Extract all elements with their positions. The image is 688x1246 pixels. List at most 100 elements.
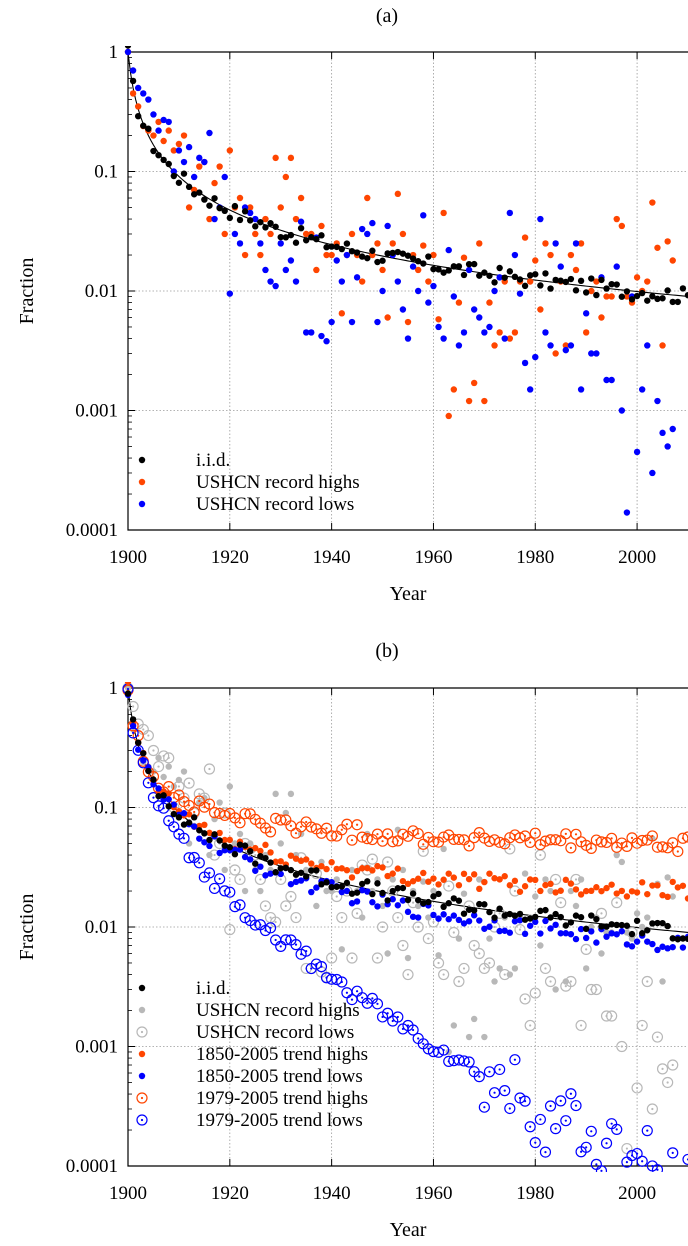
series-ushcn-record-highs-point-1944	[348, 866, 356, 874]
series-1979-2005-trend-highs-point-center-1995	[610, 837, 613, 840]
series-i-i-d-point-1927	[262, 224, 269, 231]
series-ushcn-record-lows-point-center-1925	[254, 853, 257, 857]
series-ushcn-record-lows-point-2005	[659, 429, 666, 437]
series-1979-2005-trend-highs-point-center-1958	[422, 843, 425, 846]
series-1850-2005-trend-lows-point-1906	[155, 785, 162, 792]
series-ushcn-record-lows-point-center-1975	[508, 847, 511, 851]
series-i-i-d-point-1929	[272, 869, 279, 876]
series-1850-2005-trend-highs-point-1960	[430, 875, 437, 882]
series-1850-2005-trend-lows-point-2005	[659, 943, 666, 950]
series-1850-2005-trend-highs-point-1920	[226, 836, 234, 844]
series-ushcn-record-lows-point-1903	[140, 90, 147, 97]
series-i-i-d-point-1970	[481, 269, 488, 276]
series-1979-2005-trend-lows-point-1987	[565, 1088, 577, 1100]
series-i-i-d-point-1901	[129, 716, 137, 723]
series-ushcn-record-lows-point-center-2002	[646, 980, 649, 983]
series-ushcn-record-highs-point-1998	[623, 293, 631, 300]
series-i-i-d-point-1960	[430, 265, 437, 273]
series-1850-2005-trend-lows-point-1961	[435, 915, 442, 922]
series-ushcn-record-lows-point-center-1956	[411, 901, 415, 904]
series-ushcn-record-highs-point-1990	[582, 965, 590, 972]
series-i-i-d-point-1916	[206, 202, 213, 209]
series-i-i-d-point-1937	[313, 235, 320, 243]
series-1979-2005-trend-lows-point-center-1982	[544, 1150, 547, 1154]
series-i-i-d-point-1990	[582, 289, 590, 296]
legend-i-i-d-marker-point	[138, 456, 146, 464]
series-1979-2005-trend-highs-point-1967	[463, 840, 475, 852]
series-ushcn-record-lows-point-center-1969	[478, 952, 481, 955]
series-ushcn-record-lows-point-1997	[616, 1040, 628, 1053]
series-ushcn-record-highs-point-1969	[476, 876, 483, 883]
series-1850-2005-trend-lows-point-1927	[262, 872, 269, 879]
series-1979-2005-trend-highs-point-1957	[412, 827, 424, 840]
series-ushcn-record-highs-point-1980	[532, 893, 539, 900]
series-ushcn-record-lows-point-2001	[638, 386, 646, 393]
series-i-i-d-point-1997	[618, 293, 626, 300]
series-ushcn-record-lows-point-center-1905	[152, 749, 155, 752]
series-ushcn-record-lows-point-1912	[185, 143, 193, 151]
y-tick-label-1: 1	[109, 678, 119, 699]
series-1979-2005-trend-lows-point-center-1970	[483, 1106, 486, 1109]
series-ushcn-record-lows-point-1969	[473, 947, 485, 960]
series-i-i-d-point-1940	[328, 243, 335, 250]
series-ushcn-record-highs-point-1926	[257, 251, 264, 259]
series-i-i-d-point-1932	[287, 231, 295, 239]
series-1850-2005-trend-lows-point-1983	[547, 925, 554, 932]
legend-ushcn-record-highs-label: USHCN record highs	[196, 1000, 360, 1021]
series-ushcn-record-lows-point-center-1981	[539, 853, 542, 857]
series-ushcn-record-lows-point-1945	[353, 274, 361, 281]
series-1979-2005-trend-highs-point-center-1908	[167, 785, 170, 788]
series-1979-2005-trend-lows-point-1953	[392, 1011, 404, 1023]
series-1979-2005-trend-lows-point-center-1973	[498, 1068, 501, 1071]
series-1979-2005-trend-highs-point-center-1945	[355, 823, 359, 826]
series-1850-2005-trend-lows-point-1940	[328, 879, 335, 886]
series-i-i-d-point-1915	[201, 830, 208, 837]
series-1979-2005-trend-lows-point-center-1971	[488, 1070, 491, 1073]
series-ushcn-record-lows-point-center-1984	[554, 878, 557, 881]
x-tick-label-1960: 1960	[414, 1183, 452, 1204]
series-ushcn-record-highs-point-1969	[476, 240, 483, 247]
series-ushcn-record-lows-point-1959	[425, 299, 432, 306]
series-ushcn-record-lows-point-center-1950	[381, 925, 384, 929]
series-ushcn-record-lows-point-1934	[297, 218, 305, 225]
series-ushcn-record-lows-point-1949	[371, 952, 384, 964]
series-i-i-d-point-1980	[532, 271, 539, 278]
series-i-i-d-point-1969	[476, 900, 483, 908]
series-i-i-d-point-1936	[308, 867, 315, 874]
series-i-i-d-point-1911	[180, 821, 188, 828]
series-1850-2005-trend-lows-point-1994	[603, 933, 610, 940]
series-ushcn-record-highs-point-1997	[618, 222, 626, 230]
series-ushcn-record-lows-point-2004	[654, 397, 661, 405]
series-1979-2005-trend-lows-point-center-1943	[345, 991, 349, 994]
series-1979-2005-trend-highs-point-center-1978	[523, 834, 527, 838]
series-i-i-d-point-1912	[185, 819, 193, 826]
series-1979-2005-trend-highs-point-center-1941	[335, 834, 338, 838]
series-1979-2005-trend-lows-point-center-1998	[625, 1161, 629, 1164]
series-ushcn-record-lows-point-1927	[262, 266, 269, 274]
series-i-i-d-point-1948	[369, 247, 376, 254]
series-1850-2005-trend-highs-point-1981	[537, 887, 544, 895]
series-ushcn-record-lows-point-1953	[392, 911, 404, 924]
y-tick-label-0.001: 0.001	[75, 401, 118, 422]
series-1850-2005-trend-lows-point-1969	[476, 917, 483, 924]
series-1979-2005-trend-lows-point-center-1988	[574, 1104, 578, 1107]
series-ushcn-record-highs-point-1907	[160, 773, 167, 781]
series-1850-2005-trend-highs-point-1939	[323, 865, 330, 873]
series-ushcn-record-highs-point-1942	[338, 946, 346, 953]
series-i-i-d-point-1983	[547, 285, 554, 292]
series-ushcn-record-lows-point-2007	[669, 425, 676, 433]
series-ushcn-record-lows-point-1950	[379, 287, 386, 295]
series-i-i-d-point-1978	[521, 916, 529, 923]
series-ushcn-record-lows-point-center-1966	[462, 967, 466, 970]
series-ushcn-record-lows-point-1978	[521, 359, 529, 367]
series-ushcn-record-lows-point-1945	[351, 907, 363, 919]
series-1979-2005-trend-lows-point-2001	[636, 1155, 648, 1167]
series-1850-2005-trend-lows-point-1984	[552, 921, 559, 929]
series-ushcn-record-lows-point-1987	[567, 342, 575, 349]
series-1850-2005-trend-highs-point-1930	[277, 858, 284, 865]
series-ushcn-record-lows-point-1976	[511, 251, 519, 259]
series-i-i-d-point-1984	[552, 910, 559, 918]
series-1979-2005-trend-lows-point-1919	[219, 885, 231, 897]
series-1850-2005-trend-lows-point-1947	[364, 888, 371, 895]
